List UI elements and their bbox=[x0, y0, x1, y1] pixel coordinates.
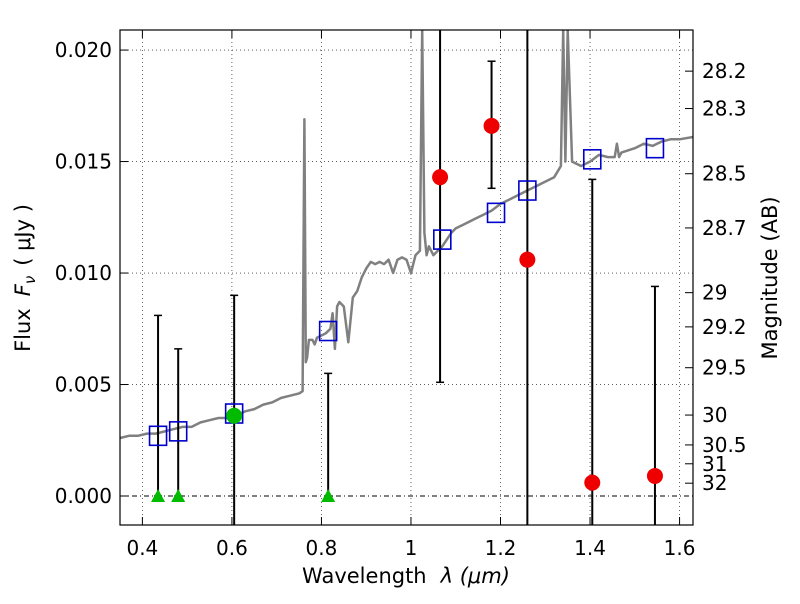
x-tick-label: 1.6 bbox=[664, 536, 696, 560]
x-tick-label: 0.8 bbox=[306, 536, 338, 560]
sed-spectrum-line bbox=[120, 30, 693, 440]
magnitude-tick-label: 28.5 bbox=[702, 162, 747, 186]
x-tick-label: 0.4 bbox=[126, 536, 158, 560]
y-axis-label-unit: ( μJy ) bbox=[11, 204, 35, 266]
x-axis-ticks: 0.4 0.6 0.8 1 1.2 1.4 1.6 bbox=[126, 30, 695, 560]
upper-limit-triangle bbox=[171, 489, 186, 503]
magnitude-tick-label: 28.2 bbox=[702, 59, 747, 83]
detection-point bbox=[432, 169, 449, 186]
magnitude-tick-label: 30 bbox=[702, 403, 727, 427]
detection-point bbox=[584, 474, 601, 491]
x-tick-label: 1.2 bbox=[485, 536, 517, 560]
y-axis-label-sub: ν bbox=[21, 276, 39, 284]
detection-point bbox=[646, 467, 663, 484]
model-photometry-square bbox=[486, 202, 506, 224]
detection-point bbox=[226, 407, 243, 424]
magnitude-tick-label: 28.7 bbox=[702, 216, 747, 240]
x-tick-label: 0.6 bbox=[216, 536, 248, 560]
model-photometry-square bbox=[168, 421, 188, 442]
y-tick-label: 0.005 bbox=[55, 373, 112, 397]
magnitude-tick-label: 29.2 bbox=[702, 315, 747, 339]
y-axis-label-text: Flux bbox=[11, 308, 35, 352]
magnitude-tick-label: 30.5 bbox=[702, 433, 747, 457]
y-tick-label: 0.010 bbox=[55, 261, 112, 285]
model-photometry-square bbox=[148, 425, 168, 447]
model-photometry-square bbox=[318, 320, 338, 342]
x-axis-label-text: Wavelength bbox=[302, 564, 427, 588]
y-axis-ticks: 0.000 0.005 0.010 0.015 0.020 bbox=[55, 38, 128, 508]
upper-limit-triangle bbox=[321, 489, 336, 503]
magnitude-tick-label: 28.3 bbox=[702, 97, 747, 121]
magnitude-axis-label: Magnitude (AB) bbox=[758, 196, 782, 359]
y-axis-label-var: F bbox=[11, 283, 35, 296]
model-photometry-square bbox=[645, 137, 665, 159]
model-photometry-square bbox=[518, 180, 537, 201]
model-photometry-square bbox=[433, 229, 452, 250]
detection-markers bbox=[226, 117, 663, 491]
model-photometry-square bbox=[582, 149, 602, 170]
x-tick-label: 1.4 bbox=[574, 536, 606, 560]
model-photometry-markers bbox=[148, 137, 665, 447]
magnitude-tick-label: 31 bbox=[702, 452, 727, 476]
x-axis-label-math: λ (μm) bbox=[440, 564, 510, 588]
plot-frame bbox=[119, 29, 694, 526]
grid bbox=[120, 30, 693, 525]
y-tick-label: 0.015 bbox=[55, 150, 112, 174]
magnitude-tick-label: 29.5 bbox=[702, 356, 747, 380]
magnitude-tick-label: 32 bbox=[702, 471, 727, 495]
y-axis-label: Flux Fν ( μJy ) bbox=[11, 204, 39, 352]
upper-limit-triangle bbox=[151, 489, 166, 503]
x-axis-label: Wavelength λ (μm) bbox=[302, 564, 510, 588]
detection-point bbox=[483, 117, 500, 134]
error-bars bbox=[154, 30, 659, 525]
x-tick-label: 1 bbox=[405, 536, 418, 560]
upper-limit-markers bbox=[151, 489, 336, 503]
y-tick-label: 0.000 bbox=[55, 484, 112, 508]
y-tick-label: 0.020 bbox=[55, 38, 112, 62]
magnitude-tick-label: 29 bbox=[702, 281, 727, 305]
detection-point bbox=[519, 251, 536, 268]
